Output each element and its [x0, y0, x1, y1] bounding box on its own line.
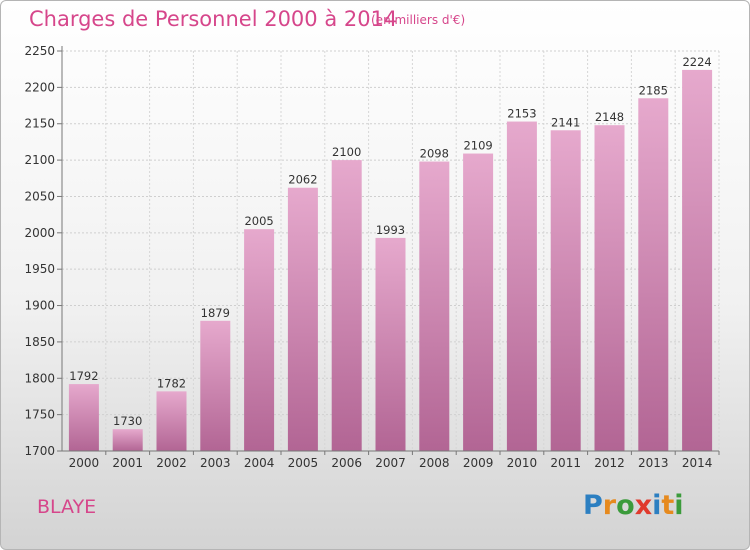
data-label: 2005: [244, 214, 273, 228]
x-tick-label: 2002: [156, 456, 187, 470]
bar: [550, 130, 581, 452]
y-tick-label: 1850: [24, 335, 55, 349]
logo-letter: P: [583, 490, 603, 521]
place-name: BLAYE: [37, 496, 97, 518]
y-tick-label: 2200: [24, 80, 55, 94]
y-tick-label: 2100: [24, 153, 55, 167]
x-tick-label: 2012: [594, 456, 625, 470]
y-tick-label: 1700: [24, 444, 55, 458]
bar: [506, 121, 537, 451]
y-tick-label: 1750: [24, 408, 55, 422]
x-tick-label: 2013: [638, 456, 669, 470]
data-label: 2153: [507, 107, 536, 121]
bar: [244, 229, 275, 451]
chart-subtitle: (en milliers d'€): [371, 13, 466, 27]
data-label: 2098: [420, 147, 449, 161]
data-label: 2062: [288, 173, 317, 187]
bar: [331, 160, 362, 451]
logo-letter: x: [634, 490, 653, 521]
bar: [68, 384, 99, 451]
chart-title: Charges de Personnel 2000 à 2014: [29, 7, 398, 31]
bar: [594, 125, 625, 451]
data-label: 2148: [595, 110, 624, 124]
x-tick-label: 2007: [375, 456, 406, 470]
x-tick-label: 2011: [550, 456, 581, 470]
x-tick-label: 2006: [331, 456, 362, 470]
data-label: 1730: [113, 414, 142, 428]
bar: [200, 320, 231, 451]
data-label: 1993: [376, 223, 405, 237]
bar: [375, 237, 406, 451]
y-tick-label: 2150: [24, 117, 55, 131]
bar: [112, 429, 143, 451]
data-label: 1792: [69, 369, 98, 383]
y-tick-label: 2000: [24, 226, 55, 240]
x-tick-label: 2009: [463, 456, 494, 470]
logo-letter: i: [674, 490, 684, 521]
bar: [682, 69, 713, 451]
bars: 1792 1730 1782 1879 2005 2062 2100 1993 2098 2109…: [68, 55, 713, 452]
x-tick-label: 2003: [200, 456, 231, 470]
bar: [419, 161, 450, 451]
y-tick-label: 1800: [24, 371, 55, 385]
x-tick-label: 2004: [244, 456, 275, 470]
data-label: 2100: [332, 145, 361, 159]
bar: [156, 391, 187, 451]
y-tick-label: 1900: [24, 299, 55, 313]
x-tick-label: 2014: [682, 456, 713, 470]
y-tick-label: 2250: [24, 44, 55, 58]
x-tick-label: 2010: [507, 456, 538, 470]
bar: [638, 98, 669, 451]
x-tick-label: 2001: [112, 456, 143, 470]
bar: [287, 187, 318, 451]
data-label: 2224: [682, 55, 711, 69]
x-axis: 2000 2001 2002 2003 2004 2005 2006 2007 2008 2009…: [62, 450, 720, 470]
data-label: 1879: [201, 306, 230, 320]
x-tick-label: 2008: [419, 456, 450, 470]
logo-letter: o: [616, 490, 635, 521]
y-tick-label: 2050: [24, 189, 55, 203]
logo-letter: r: [602, 490, 617, 521]
logo-letter: t: [661, 490, 675, 521]
x-tick-label: 2005: [288, 456, 319, 470]
bar: [463, 153, 494, 451]
proxiti-logo[interactable]: Proxiti: [583, 490, 684, 521]
logo-letter: i: [652, 490, 662, 521]
data-label: 1782: [157, 376, 186, 390]
y-axis: 1700 1750 1800 1850 1900 1950 2000 2050 2100 2150…: [24, 44, 63, 458]
x-tick-label: 2000: [69, 456, 100, 470]
y-tick-label: 1950: [24, 262, 55, 276]
data-label: 2141: [551, 115, 580, 129]
data-label: 2109: [463, 139, 492, 153]
data-label: 2185: [639, 83, 668, 97]
